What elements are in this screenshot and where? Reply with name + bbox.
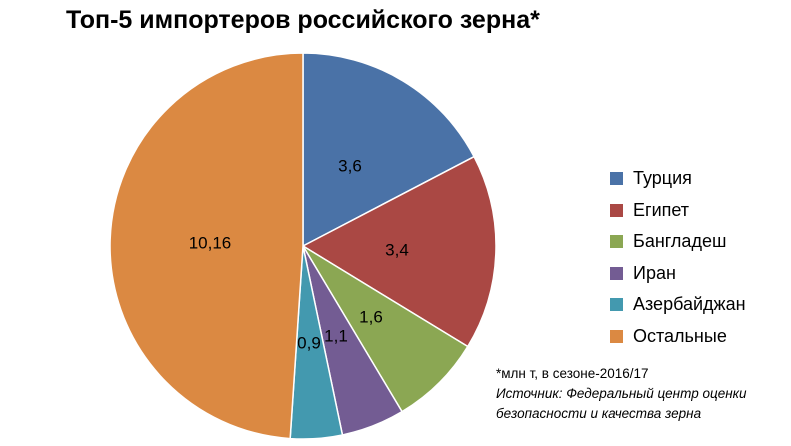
legend-label: Иран [633,262,676,283]
slice-label-5: 0,9 [297,333,321,352]
legend: Турция Египет Бангладеш Иран Азербайджан Оста… [610,163,746,352]
legend-swatch [610,203,623,217]
pie-slice-1 [302,52,476,248]
legend-item-4: Иран [610,258,746,290]
pie-slice-2 [301,155,497,348]
slice-label-1: 3,6 [338,156,362,175]
legend-swatch [610,172,623,186]
slice-label-6: 10,16 [189,233,232,252]
legend-swatch [610,329,623,343]
legend-item-3: Бангладеш [610,226,746,258]
chart-title: Топ-5 импортеров российского зерна* [66,6,540,34]
pie-slice-3 [302,245,469,413]
legend-item-1: Турция [610,163,746,195]
legend-swatch [610,235,623,249]
footnote-source-line-1: Источник: Федеральный центр оценки [496,386,747,401]
slice-label-2: 3,4 [385,240,409,259]
legend-item-2: Египет [610,195,746,227]
legend-label: Остальные [633,325,727,346]
pie-slice-6 [109,52,304,440]
legend-swatch [610,298,623,312]
pie-slices [109,52,497,440]
footnote: *млн т, в сезоне-2016/17 Источник: Федер… [496,364,747,424]
legend-item-5: Азербайджан [610,289,746,321]
legend-label: Азербайджан [633,294,746,315]
legend-item-6: Остальные [610,321,746,353]
legend-swatch [610,266,623,280]
footnote-units: *млн т, в сезоне-2016/17 [496,366,649,381]
slice-label-4: 1,1 [324,326,348,345]
legend-label: Турция [633,168,692,189]
pie-slice-labels: 3,6 3,4 1,6 1,10,9 10,16 [189,156,409,352]
slice-label-3: 1,6 [359,307,383,326]
footnote-source-line-2: безопасности и качества зерна [496,406,702,421]
legend-label: Бангладеш [633,231,727,252]
legend-label: Египет [633,199,690,220]
